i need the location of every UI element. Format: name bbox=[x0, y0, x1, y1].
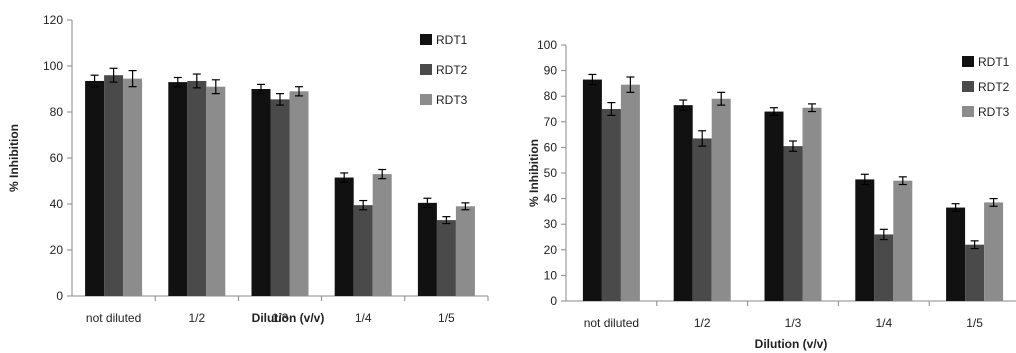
y-tick-label: 40 bbox=[544, 192, 558, 206]
legend-swatch-rdt2 bbox=[962, 81, 974, 92]
x-tick-label: 1/3 bbox=[785, 316, 802, 330]
bar-rdt2-4 bbox=[965, 244, 985, 301]
bar-rdt3-4 bbox=[455, 206, 475, 296]
x-tick-label: not diluted bbox=[86, 311, 141, 325]
legend-label-rdt2: RDT2 bbox=[978, 80, 1010, 94]
legend-swatch-rdt1 bbox=[420, 34, 432, 45]
bar-rdt3-4 bbox=[984, 202, 1004, 301]
bar-rdt1-1 bbox=[168, 82, 188, 296]
bar-rdt1-3 bbox=[334, 177, 354, 296]
y-tick-label: 100 bbox=[537, 38, 557, 52]
bar-rdt1-4 bbox=[417, 202, 437, 296]
bar-rdt3-2 bbox=[289, 91, 309, 296]
bar-rdt1-0 bbox=[85, 80, 105, 296]
y-tick-label: 30 bbox=[544, 217, 558, 231]
x-tick-label: 1/5 bbox=[438, 311, 455, 325]
legend-swatch-rdt3 bbox=[962, 106, 974, 117]
bar-rdt3-3 bbox=[893, 180, 913, 301]
legend-label-rdt1: RDT1 bbox=[978, 55, 1010, 69]
y-tick-label: 70 bbox=[544, 115, 558, 129]
chart-right: 0 10 20 30 40 50 60 70 80 90 100 not diluted 1/2 1/3 1… bbox=[527, 38, 1016, 351]
legend-swatch-rdt2 bbox=[420, 64, 432, 75]
y-tick-label: 120 bbox=[43, 13, 63, 27]
legend-label-rdt1: RDT1 bbox=[436, 33, 468, 47]
x-axis-title: Dilution (v/v) bbox=[755, 337, 828, 351]
bar-rdt2-3 bbox=[874, 234, 894, 301]
x-tick-label: 1/2 bbox=[188, 311, 205, 325]
bar-rdt1-1 bbox=[673, 105, 693, 301]
bar-rdt2-0 bbox=[104, 75, 124, 296]
y-tick-label: 100 bbox=[43, 59, 63, 73]
y-axis-title: % Inhibition bbox=[527, 139, 541, 207]
bar-rdt2-2 bbox=[783, 146, 803, 301]
bar-rdt3-0 bbox=[620, 84, 640, 302]
chart-left: 0 20 40 60 80 100 120 not diluted 1/2 1/3 1/4 1/5 Di… bbox=[7, 13, 489, 325]
y-tick-label: 10 bbox=[544, 268, 558, 282]
bar-rdt2-0 bbox=[601, 109, 621, 301]
bar-rdt2-4 bbox=[436, 220, 456, 296]
y-tick-label: 50 bbox=[544, 166, 558, 180]
y-tick-label: 60 bbox=[544, 140, 558, 154]
y-tick-label: 20 bbox=[50, 243, 64, 257]
legend-swatch-rdt1 bbox=[962, 56, 974, 67]
bar-rdt3-1 bbox=[711, 98, 731, 301]
bar-rdt3-1 bbox=[206, 86, 226, 296]
bar-rdt2-1 bbox=[187, 80, 207, 296]
bar-rdt3-3 bbox=[372, 174, 392, 296]
bar-rdt3-0 bbox=[123, 78, 143, 297]
legend-swatch-rdt3 bbox=[420, 94, 432, 105]
y-tick-label: 40 bbox=[50, 197, 64, 211]
x-tick-label: 1/4 bbox=[875, 316, 892, 330]
bar-rdt1-3 bbox=[855, 179, 875, 301]
bar-rdt2-3 bbox=[353, 205, 373, 296]
legend-label-rdt2: RDT2 bbox=[436, 63, 468, 77]
y-tick-label: 80 bbox=[544, 89, 558, 103]
y-tick-label: 20 bbox=[544, 243, 558, 257]
bar-rdt1-2 bbox=[251, 89, 271, 296]
x-tick-label: 1/3 bbox=[272, 311, 289, 325]
bar-rdt2-1 bbox=[692, 138, 712, 301]
legend-label-rdt3: RDT3 bbox=[978, 105, 1010, 119]
y-tick-label: 60 bbox=[50, 151, 64, 165]
x-tick-label: 1/4 bbox=[355, 311, 372, 325]
x-tick-label: not diluted bbox=[584, 316, 639, 330]
legend-label-rdt3: RDT3 bbox=[436, 93, 468, 107]
y-tick-label: 80 bbox=[50, 105, 64, 119]
bar-rdt3-2 bbox=[802, 107, 822, 301]
y-tick-label: 90 bbox=[544, 64, 558, 78]
bar-rdt1-4 bbox=[946, 207, 966, 301]
x-tick-label: 1/2 bbox=[694, 316, 711, 330]
x-tick-label: 1/5 bbox=[966, 316, 983, 330]
bar-rdt1-0 bbox=[582, 79, 602, 301]
x-axis-title: Dilution (v/v) bbox=[252, 311, 325, 325]
bar-rdt1-2 bbox=[764, 111, 784, 301]
y-axis-title: % Inhibition bbox=[7, 124, 21, 192]
bar-rdt2-2 bbox=[270, 99, 290, 296]
y-tick-label: 0 bbox=[550, 294, 557, 308]
y-tick-label: 0 bbox=[56, 289, 63, 303]
